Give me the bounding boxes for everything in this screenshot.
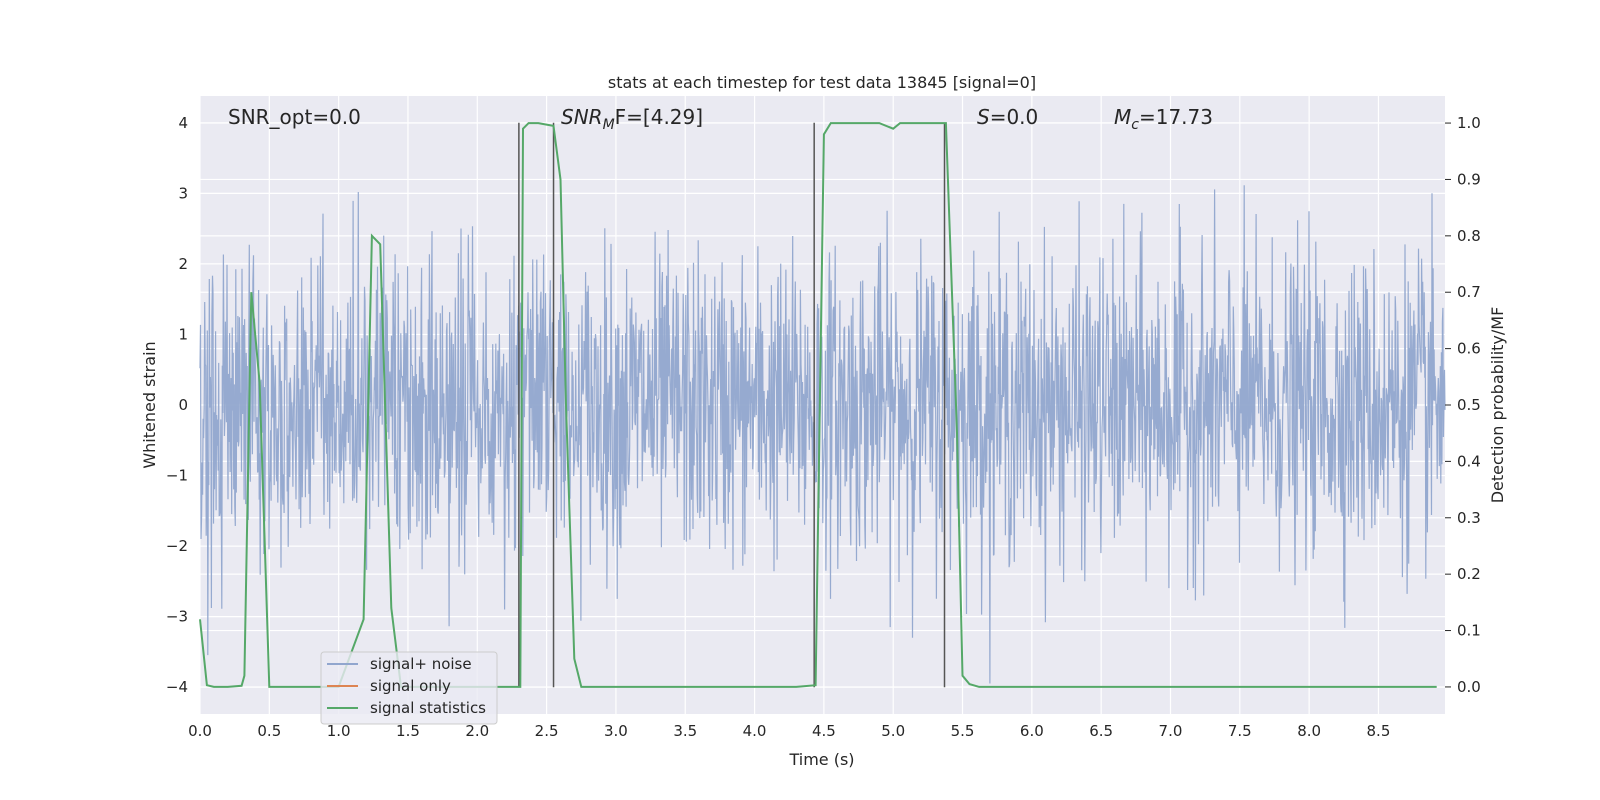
y-tick-label: 2 — [178, 255, 188, 273]
annotation-s: S=0.0 — [977, 105, 1038, 129]
annotation-s-rest: =0.0 — [990, 105, 1039, 129]
legend: signal+ noise signal only signal statist… — [320, 651, 498, 725]
y-ticks-right: 1.0 0.9 0.8 0.7 0.6 0.5 0.4 0.3 0.2 0.1 0.0 — [1445, 114, 1481, 696]
y-tick-label: −3 — [166, 608, 188, 626]
noise-line — [199, 185, 1446, 684]
y-tick-label: 3 — [178, 184, 188, 202]
x-tick-label: 6.0 — [1020, 722, 1044, 740]
x-tick-label: 4.0 — [743, 722, 767, 740]
annotation-snr-mf: SNRMF=[4.29] — [561, 105, 703, 133]
y-tick-label-right: 0.2 — [1457, 565, 1481, 583]
annotation-snr-mf-main: SNR — [561, 105, 603, 129]
y-tick-label-right: 1.0 — [1457, 114, 1481, 132]
y-tick-label-right: 0.3 — [1457, 509, 1481, 527]
y-axis-label: Whitened strain — [140, 341, 159, 468]
x-tick-label: 8.5 — [1367, 722, 1391, 740]
x-tick-label: 3.0 — [604, 722, 628, 740]
noise-series — [199, 185, 1446, 684]
x-tick-label: 5.5 — [951, 722, 975, 740]
annotation-mc: Mc=17.73 — [1114, 105, 1213, 133]
annotation-mc-main: M — [1114, 105, 1131, 129]
annotation-snr-mf-sub: M — [603, 117, 615, 133]
x-tick-label: 4.5 — [812, 722, 836, 740]
y-tick-label-right: 0.1 — [1457, 622, 1481, 640]
x-tick-label: 7.0 — [1159, 722, 1183, 740]
y-tick-label-right: 0.6 — [1457, 340, 1481, 358]
x-tick-label: 0.0 — [188, 722, 212, 740]
x-axis-label: Time (s) — [788, 750, 854, 769]
annotation-mc-rest: =17.73 — [1139, 105, 1213, 129]
x-tick-label: 7.5 — [1228, 722, 1252, 740]
x-tick-label: 5.0 — [881, 722, 905, 740]
legend-label-noise: signal+ noise — [370, 655, 472, 673]
x-ticks: 0.0 0.5 1.0 1.5 2.0 2.5 3.0 3.5 4.0 4.5 5.0 5.5 6.0 6… — [188, 722, 1390, 740]
y-tick-label: −1 — [166, 467, 188, 485]
y-tick-label-right: 0.7 — [1457, 283, 1481, 301]
y-tick-label-right: 0.0 — [1457, 678, 1481, 696]
annotation-snr-opt: SNR_opt=0.0 — [228, 105, 361, 129]
chart-title: stats at each timestep for test data 138… — [608, 73, 1036, 92]
x-tick-label: 2.5 — [535, 722, 559, 740]
y-tick-label: −2 — [166, 537, 188, 555]
y-tick-label-right: 0.9 — [1457, 170, 1481, 188]
annotation-snr-mf-rest: F=[4.29] — [615, 105, 703, 129]
y-tick-label: 0 — [178, 396, 188, 414]
legend-label-statistics: signal statistics — [370, 699, 486, 717]
x-tick-label: 1.0 — [327, 722, 351, 740]
y-tick-label: 4 — [178, 114, 188, 132]
y-tick-label-right: 0.8 — [1457, 227, 1481, 245]
x-tick-label: 8.0 — [1297, 722, 1321, 740]
legend-box — [320, 651, 498, 725]
x-tick-label: 2.0 — [465, 722, 489, 740]
y-tick-label-right: 0.5 — [1457, 396, 1481, 414]
y-axis-label-right: Detection probability/MF — [1488, 307, 1507, 504]
vertical-markers — [518, 122, 946, 688]
statistics-line — [199, 122, 1437, 688]
x-tick-label: 3.5 — [673, 722, 697, 740]
y-ticks: 4 3 2 1 0 −1 −2 −3 −4 — [166, 114, 188, 696]
legend-label-signal: signal only — [370, 677, 451, 695]
annotation-s-italic: S — [977, 105, 990, 129]
statistics-series — [199, 122, 1437, 688]
grid — [199, 96, 1445, 714]
x-tick-label: 1.5 — [396, 722, 420, 740]
x-tick-label: 6.5 — [1089, 722, 1113, 740]
y-tick-label: 1 — [178, 325, 188, 343]
annotation-mc-sub: c — [1131, 117, 1139, 133]
y-tick-label: −4 — [166, 678, 188, 696]
y-tick-label-right: 0.4 — [1457, 452, 1481, 470]
x-tick-label: 0.5 — [257, 722, 281, 740]
